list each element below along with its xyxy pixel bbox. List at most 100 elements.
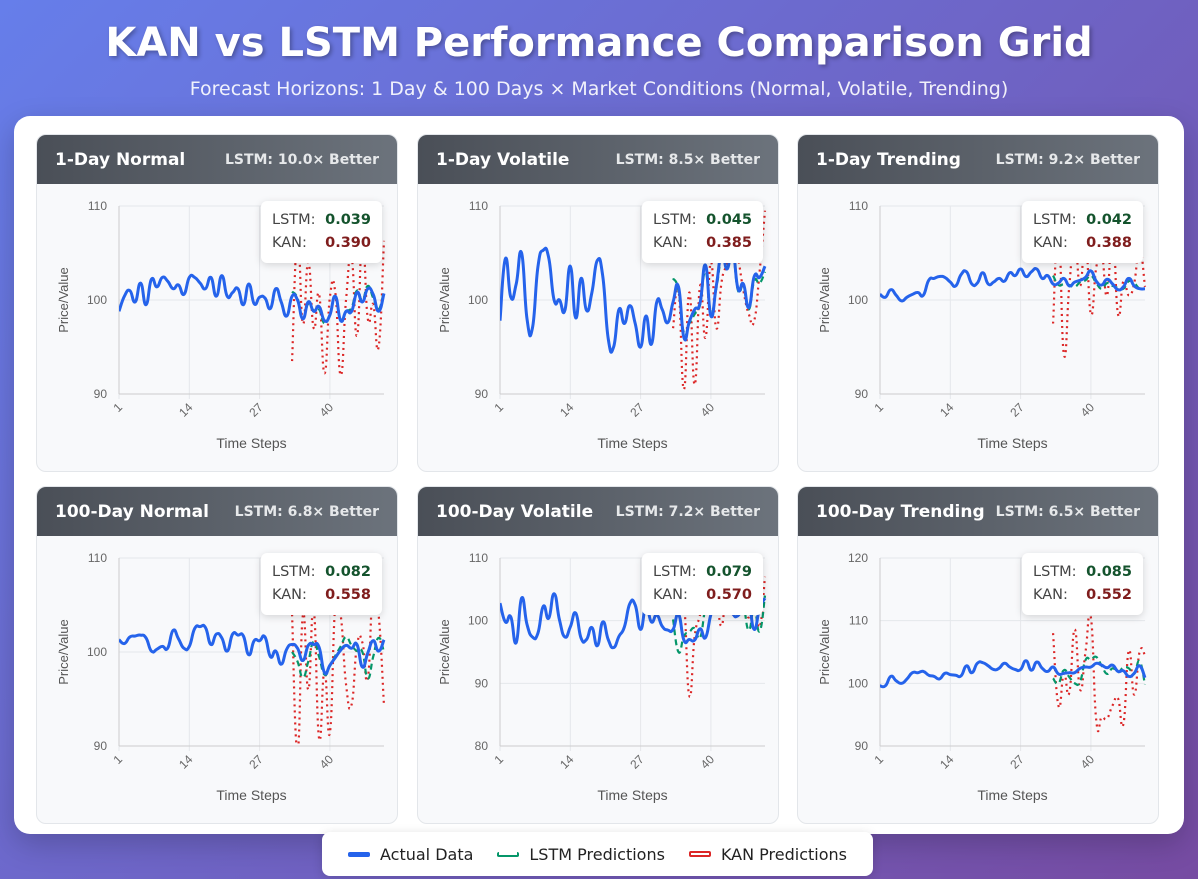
x-axis-label: Time Steps xyxy=(216,787,286,803)
x-tick-label: 40 xyxy=(317,400,337,420)
improvement-badge: LSTM: 10.0× Better xyxy=(224,151,379,168)
x-axis-label: Time Steps xyxy=(977,435,1047,451)
chart-grid: 1-Day Normal LSTM: 10.0× Better 90 100 110 1… xyxy=(14,116,1184,834)
x-tick-label: 14 xyxy=(557,752,577,772)
actual-swatch-icon xyxy=(347,851,370,857)
y-tick-label: 100 xyxy=(848,293,868,307)
x-tick-label: 40 xyxy=(1078,752,1098,772)
x-tick-label: 1 xyxy=(491,400,506,415)
kan-predictions-line xyxy=(290,237,386,377)
actual-data-line xyxy=(119,273,386,324)
line-chart: 90 100 110 1 14 27 40 Time Steps Price/Value xyxy=(817,199,1147,451)
kan-metric-label: KAN: xyxy=(653,587,688,603)
line-chart: 90 100 110 120 1 14 27 40 Time Steps Price/Value xyxy=(817,551,1147,803)
x-axis-label: Time Steps xyxy=(597,435,667,451)
kan-score: 0.385 xyxy=(706,235,752,251)
lstm-predictions-line xyxy=(1052,655,1147,687)
card-title: 1-Day Volatile xyxy=(436,149,570,170)
line-chart: 90 100 110 1 14 27 40 Time Steps Price/Value xyxy=(56,551,386,803)
x-axis-label: Time Steps xyxy=(216,435,286,451)
y-tick-label: 90 xyxy=(94,739,108,753)
actual-data-line xyxy=(880,659,1147,689)
y-axis-label: Price/Value xyxy=(817,619,832,685)
lstm-swatch-icon xyxy=(497,851,520,857)
x-tick-label: 40 xyxy=(317,752,337,772)
x-tick-label: 27 xyxy=(246,400,266,420)
y-tick-label: 90 xyxy=(475,676,489,690)
x-tick-label: 1 xyxy=(871,400,886,415)
card-title: 100-Day Normal xyxy=(55,501,209,522)
lstm-score: 0.045 xyxy=(706,212,752,228)
improvement-badge: LSTM: 9.2× Better xyxy=(995,151,1140,168)
lstm-metric-label: LSTM: xyxy=(653,212,697,228)
y-tick-label: 100 xyxy=(87,293,107,307)
improvement-badge: LSTM: 6.5× Better xyxy=(995,503,1140,520)
kan-metric-label: KAN: xyxy=(1033,235,1068,251)
metrics-box: LSTM: 0.082 KAN: 0.558 xyxy=(261,553,382,615)
x-tick-label: 40 xyxy=(698,752,718,772)
lstm-score: 0.042 xyxy=(1086,212,1132,228)
legend-actual[interactable]: Actual Data xyxy=(347,844,474,864)
card-header: 100-Day Normal LSTM: 6.8× Better xyxy=(37,487,397,536)
card-header: 1-Day Volatile LSTM: 8.5× Better xyxy=(418,135,778,184)
kan-score: 0.558 xyxy=(325,587,371,603)
lstm-metric-label: LSTM: xyxy=(272,564,316,580)
line-chart: 90 100 110 1 14 27 40 Time Steps Price/Value xyxy=(437,199,767,451)
chart-card: 1-Day Volatile LSTM: 8.5× Better 90 100 110… xyxy=(417,134,779,472)
x-axis-label: Time Steps xyxy=(597,787,667,803)
metrics-box: LSTM: 0.045 KAN: 0.385 xyxy=(642,201,763,263)
chart-card: 100-Day Trending LSTM: 6.5× Better 90 100 1… xyxy=(797,486,1159,824)
kan-predictions-line xyxy=(1051,611,1146,733)
x-tick-label: 1 xyxy=(110,400,125,415)
x-tick-label: 27 xyxy=(1007,400,1027,420)
legend: Actual Data LSTM Predictions KAN Predict… xyxy=(322,832,873,876)
metrics-box: LSTM: 0.085 KAN: 0.552 xyxy=(1022,553,1143,615)
x-tick-label: 40 xyxy=(698,400,718,420)
y-tick-label: 90 xyxy=(855,739,869,753)
kan-predictions-line xyxy=(1051,228,1147,358)
y-tick-label: 110 xyxy=(849,199,868,213)
y-tick-label: 100 xyxy=(87,645,107,659)
improvement-badge: LSTM: 7.2× Better xyxy=(615,503,760,520)
kan-score: 0.570 xyxy=(706,587,752,603)
legend-kan[interactable]: KAN Predictions xyxy=(688,845,847,864)
y-axis-label: Price/Value xyxy=(56,267,71,333)
x-tick-label: 14 xyxy=(557,400,577,420)
kan-metric-label: KAN: xyxy=(1033,587,1068,603)
metrics-box: LSTM: 0.079 KAN: 0.570 xyxy=(642,553,763,615)
lstm-metric-label: LSTM: xyxy=(1033,564,1077,580)
y-tick-label: 110 xyxy=(849,614,868,628)
x-tick-label: 14 xyxy=(937,400,957,420)
card-title: 100-Day Volatile xyxy=(436,501,594,522)
page-title: KAN vs LSTM Performance Comparison Grid xyxy=(105,20,1093,66)
lstm-score: 0.039 xyxy=(325,212,371,228)
lstm-score: 0.082 xyxy=(325,564,371,580)
kan-swatch-icon xyxy=(688,851,711,857)
kan-metric-label: KAN: xyxy=(272,587,307,603)
kan-score: 0.552 xyxy=(1086,587,1132,603)
x-tick-label: 1 xyxy=(871,752,886,767)
x-tick-label: 14 xyxy=(937,752,957,772)
x-axis-label: Time Steps xyxy=(977,787,1047,803)
x-tick-label: 1 xyxy=(110,752,125,767)
card-title: 1-Day Trending xyxy=(816,149,961,170)
y-axis-label: Price/Value xyxy=(437,267,452,333)
kan-score: 0.388 xyxy=(1086,235,1132,251)
legend-actual-label: Actual Data xyxy=(379,844,474,864)
x-tick-label: 1 xyxy=(491,752,506,767)
kan-metric-label: KAN: xyxy=(653,235,688,251)
card-header: 1-Day Trending LSTM: 9.2× Better xyxy=(798,135,1158,184)
legend-lstm[interactable]: LSTM Predictions xyxy=(497,845,665,864)
y-tick-label: 110 xyxy=(88,551,107,565)
metrics-box: LSTM: 0.042 KAN: 0.388 xyxy=(1022,201,1143,263)
lstm-score: 0.085 xyxy=(1086,564,1132,580)
legend-lstm-label: LSTM Predictions xyxy=(529,844,665,864)
y-tick-label: 110 xyxy=(469,551,488,565)
x-tick-label: 14 xyxy=(176,400,196,420)
card-header: 1-Day Normal LSTM: 10.0× Better xyxy=(37,135,397,184)
improvement-badge: LSTM: 8.5× Better xyxy=(615,151,760,168)
improvement-badge: LSTM: 6.8× Better xyxy=(234,503,379,520)
actual-data-line xyxy=(119,623,386,676)
kan-metric-label: KAN: xyxy=(272,235,307,251)
kan-score: 0.390 xyxy=(325,235,371,251)
